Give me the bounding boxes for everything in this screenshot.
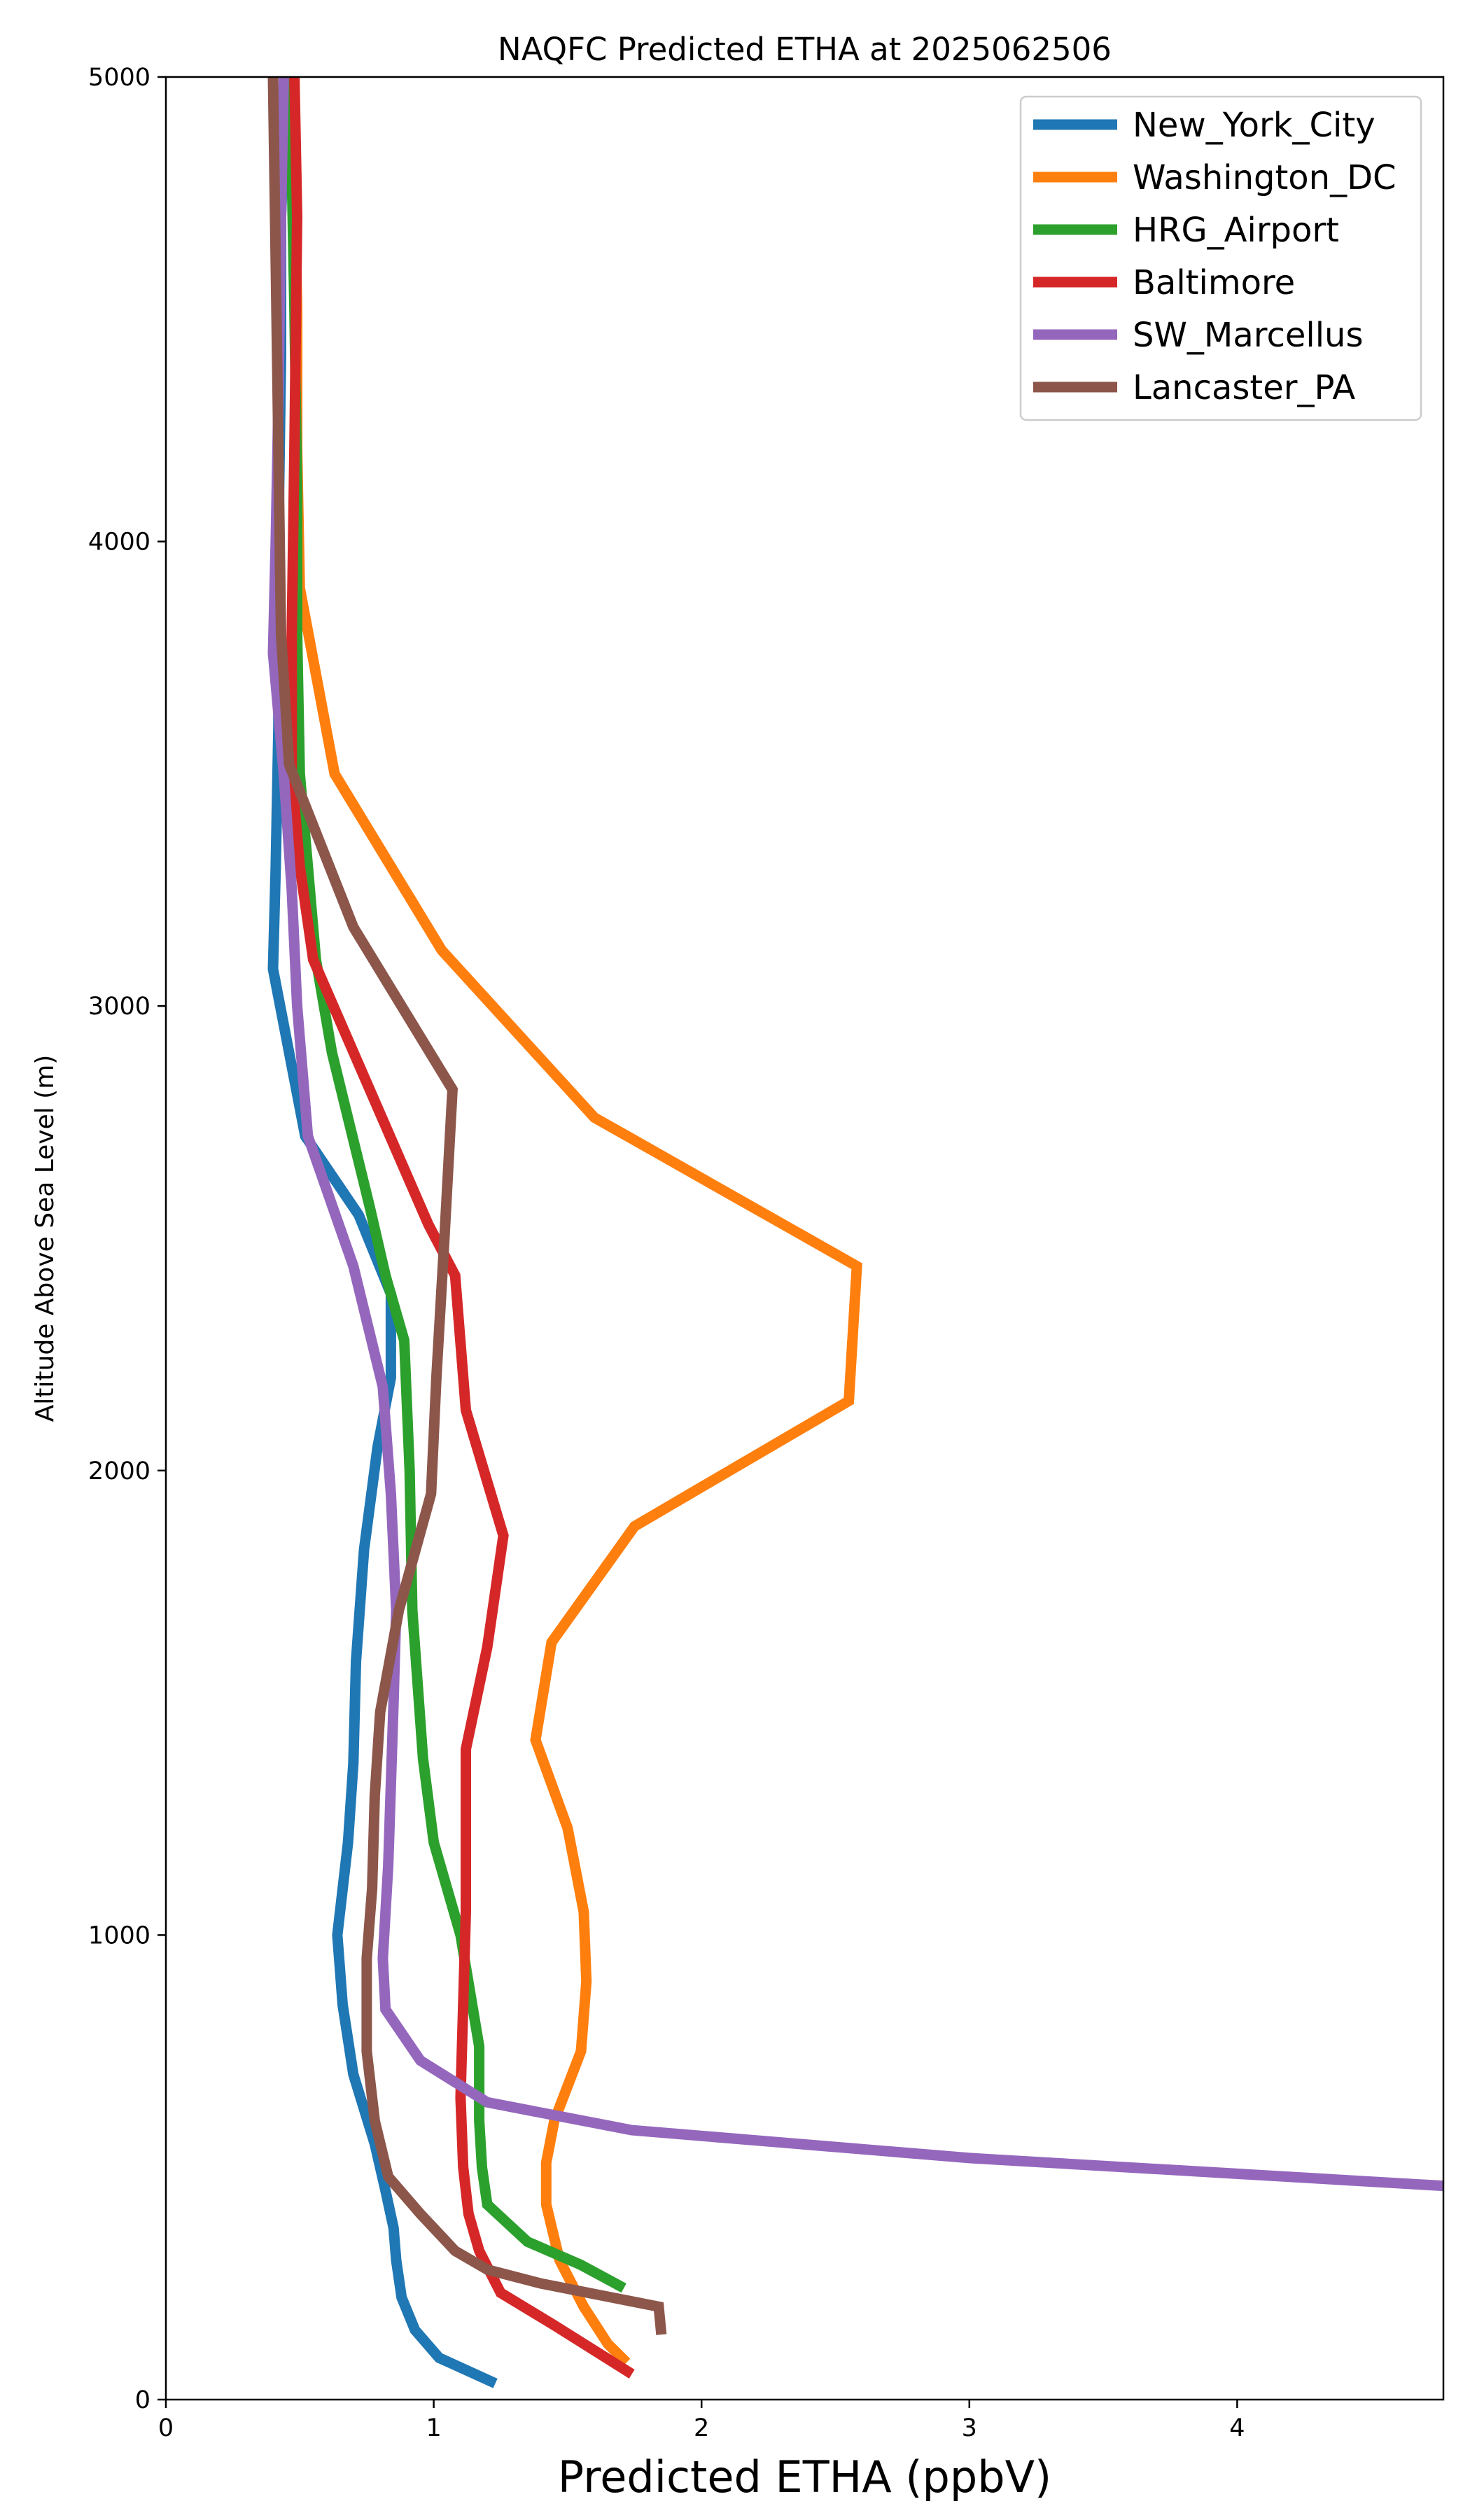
legend-label: SW_Marcellus bbox=[1133, 316, 1363, 355]
series-line-lancaster-pa bbox=[267, 77, 667, 2335]
axis-ticks: 0 1 2 3 4 0 1000 2000 3000 4000 5000 bbox=[88, 64, 1245, 2442]
series-line-new-york-city bbox=[267, 77, 498, 2388]
y-tick-label: 1000 bbox=[88, 1921, 150, 1949]
x-tick-label: 1 bbox=[426, 2414, 441, 2442]
legend-label: New_York_City bbox=[1133, 106, 1376, 145]
x-tick-label: 2 bbox=[694, 2414, 709, 2442]
x-tick-label: 0 bbox=[158, 2414, 174, 2442]
y-tick-label: 2000 bbox=[88, 1457, 150, 1485]
series-lines bbox=[267, 77, 1443, 2388]
chart-title: NAQFC Predicted ETHA at 2025062506 bbox=[498, 31, 1112, 68]
y-tick-label: 4000 bbox=[88, 528, 150, 556]
x-tick-label: 4 bbox=[1229, 2414, 1245, 2442]
legend-label: Lancaster_PA bbox=[1133, 368, 1355, 407]
legend-label: Washington_DC bbox=[1133, 158, 1396, 197]
legend-label: HRG_Airport bbox=[1133, 211, 1339, 250]
x-tick-label: 3 bbox=[962, 2414, 977, 2442]
series-line-sw-marcellus bbox=[267, 77, 1443, 2192]
x-axis-label: Predicted ETHA (ppbV) bbox=[558, 2451, 1051, 2502]
legend: New_York_City Washington_DC HRG_Airport Bal… bbox=[1019, 95, 1422, 421]
y-tick-label: 5000 bbox=[88, 64, 150, 92]
legend-label: Baltimore bbox=[1133, 263, 1295, 302]
y-axis-label: Altitude Above Sea Level (m) bbox=[31, 1055, 59, 1422]
y-tick-label: 0 bbox=[135, 2386, 150, 2414]
plot-area bbox=[164, 76, 1445, 2401]
y-tick-label: 3000 bbox=[88, 993, 150, 1021]
plot-frame bbox=[164, 76, 1445, 2401]
legend-box bbox=[1019, 95, 1422, 421]
